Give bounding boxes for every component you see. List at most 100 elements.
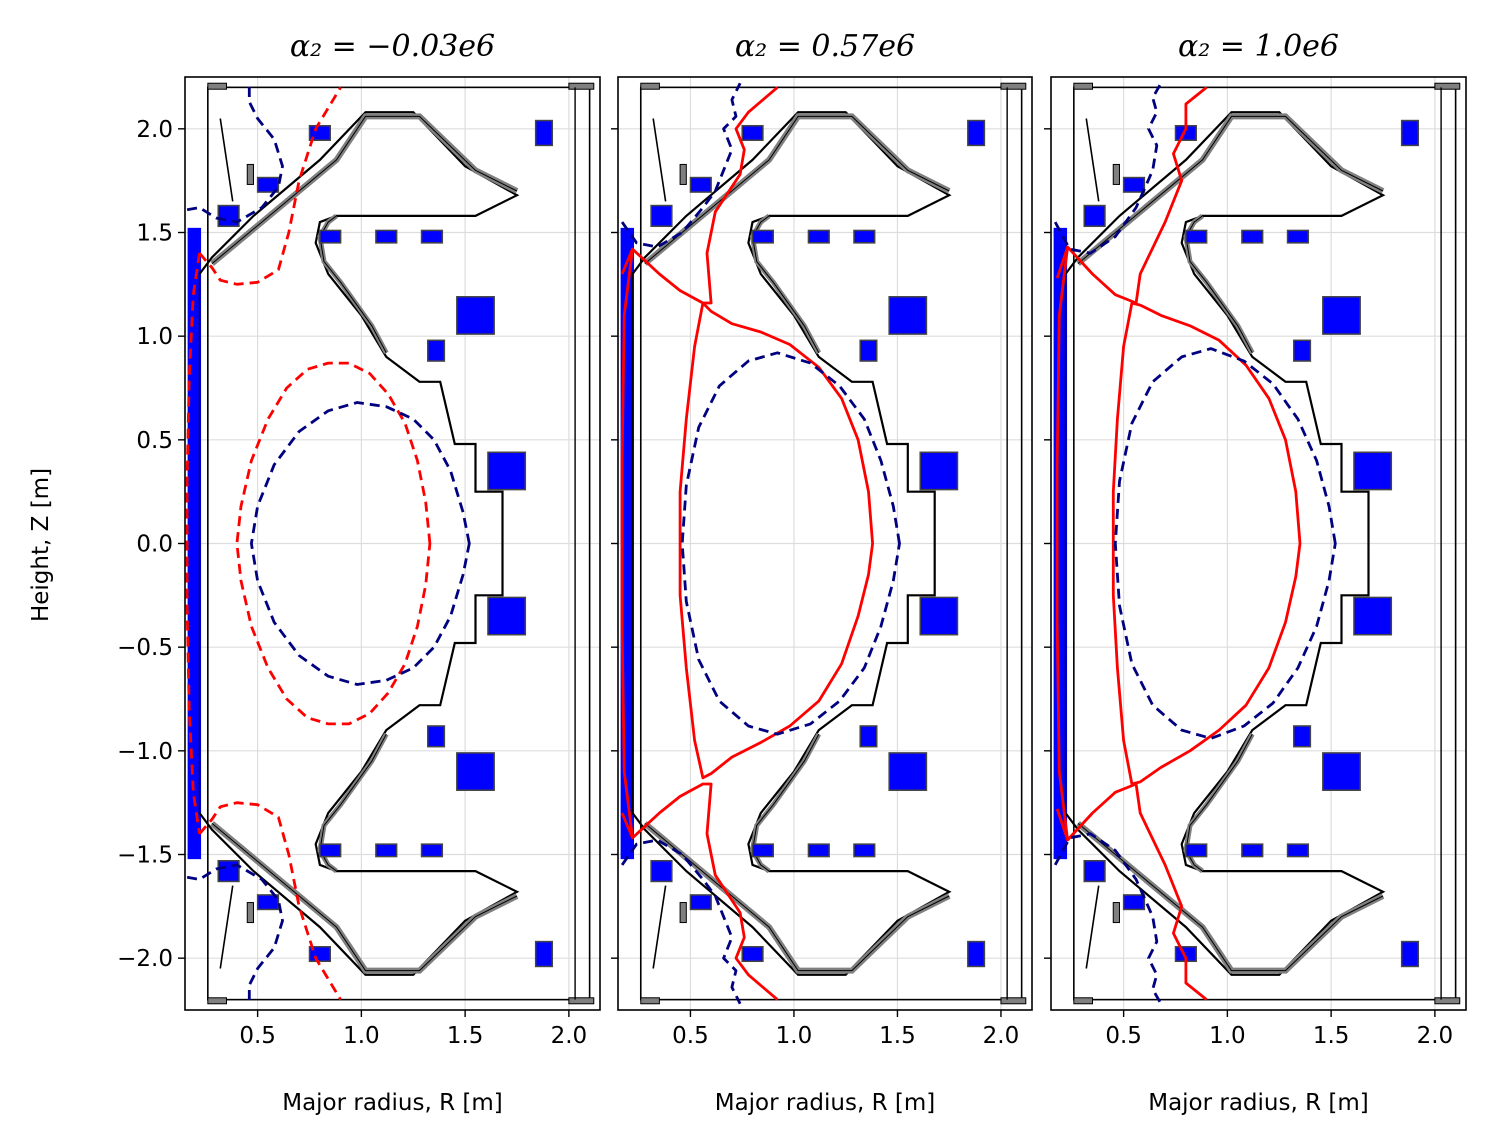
x-tick-label: 2.0 [1417,1023,1454,1049]
strut-lower [652,885,667,969]
x-tick-label: 0.5 [239,1023,276,1049]
divertor-plate-lower-edge [644,823,950,972]
coil-6 [420,229,444,244]
series-reference-lower [186,863,284,1004]
series-reference [249,401,471,686]
coil-4 [751,229,774,244]
x-tick-label: 1.0 [1209,1023,1246,1049]
x-tick-label: 1.0 [343,1023,380,1049]
outer-wall-top-right [1000,82,1027,90]
series-separatrix-legs-lower [620,782,779,1001]
y-tick-label: 1.5 [136,221,173,247]
coil-5 [807,229,830,244]
coil-17 [853,843,876,858]
divertor-plate-upper-edge [211,115,518,264]
plot-area [1053,82,1461,1005]
series-reference-lower [1053,832,1163,1005]
series-separatrix-legs-lower [1055,782,1208,1001]
outer-wall-bottom-left [1073,997,1093,1005]
series-reference-upper [186,83,284,224]
y-tick-label: −1.5 [117,843,173,869]
baffle-upper-edge [1185,215,1253,354]
x-tick-label: 1.5 [447,1023,484,1049]
baffle-upper-edge [751,215,820,354]
outer-wall [207,86,591,1001]
coil-4 [319,229,342,244]
x-axis-label: Major radius, R [m] [282,1090,503,1116]
coil-9 [919,451,959,491]
coil-7 [1400,119,1420,147]
coil-8 [456,296,495,335]
coil-2 [256,176,280,193]
baffle-lower-edge [751,733,820,872]
y-tick-label: 2.0 [136,117,173,143]
coil-20 [1293,725,1312,748]
outer-wall [1073,86,1457,1001]
coil-11 [1322,752,1361,791]
coil-13 [1122,894,1146,911]
strut-lower [1085,885,1100,969]
y-tick-label: −2.0 [117,946,173,972]
series-separatrix-left [620,248,634,839]
coil-16 [375,843,398,858]
strut-upper [1085,118,1100,202]
chart-title: α₂ = 0.57e6 [735,29,915,64]
coil-20 [859,725,878,748]
coil-10 [487,596,527,636]
coil-19 [859,339,878,362]
coil-5 [1241,229,1264,244]
series-reference-upper [1053,82,1163,255]
x-axis-label: Major radius, R [m] [715,1090,936,1116]
central-solenoid [187,227,202,860]
chart-title: α₂ = −0.03e6 [290,29,495,64]
x-tick-label: 0.5 [672,1023,709,1049]
outer-wall [639,86,1023,1001]
series-reference-upper [620,82,742,249]
outer-wall-bottom-right [568,997,595,1005]
coil-12 [650,859,673,883]
series-reference-lower [620,838,742,1005]
bracket-lower [246,902,254,924]
panel-2: 0.5 1.0 1.5 2.0 Major radius, R [m] α₂ = 0.57… [611,29,1033,1116]
y-axis-label: Height, Z [m] [28,468,54,622]
series-reference [1113,347,1337,740]
strut-lower [219,885,234,969]
coil-2 [689,176,712,193]
coil-5 [375,229,398,244]
vessel-upper [198,111,520,544]
coil-19 [1293,339,1312,362]
bracket-upper [1112,163,1120,185]
y-tick-label: −1.0 [117,739,173,765]
x-tick-label: 2.0 [551,1023,588,1049]
series-separatrix-legs-upper [1055,86,1208,305]
coil-18 [1400,940,1420,968]
coil-13 [689,894,712,911]
coil-17 [420,843,444,858]
outer-wall-bottom-right [1434,997,1461,1005]
x-tick-label: 0.5 [1105,1023,1142,1049]
bracket-upper [246,163,254,185]
coil-20 [427,725,446,748]
coil-16 [807,843,830,858]
outer-wall-bottom-left [640,997,660,1005]
vessel-lower [198,543,520,976]
coil-8 [888,296,928,335]
coil-12 [1083,859,1106,883]
vessel-upper [631,111,952,544]
outer-wall-top-left [640,82,660,90]
strut-upper [652,118,667,202]
coil-18 [967,940,986,968]
coil-11 [888,752,928,791]
bracket-lower [679,902,687,924]
coil-11 [456,752,495,791]
coil-3 [741,124,764,141]
series-separatrix-left [185,252,201,835]
coil-19 [427,339,446,362]
series-reference [680,351,901,736]
divertor-plate-lower-edge [211,823,518,972]
coil-18 [534,940,554,968]
x-tick-label: 1.5 [879,1023,916,1049]
vessel-lower [1064,543,1386,976]
outer-wall-top-left [1073,82,1093,90]
